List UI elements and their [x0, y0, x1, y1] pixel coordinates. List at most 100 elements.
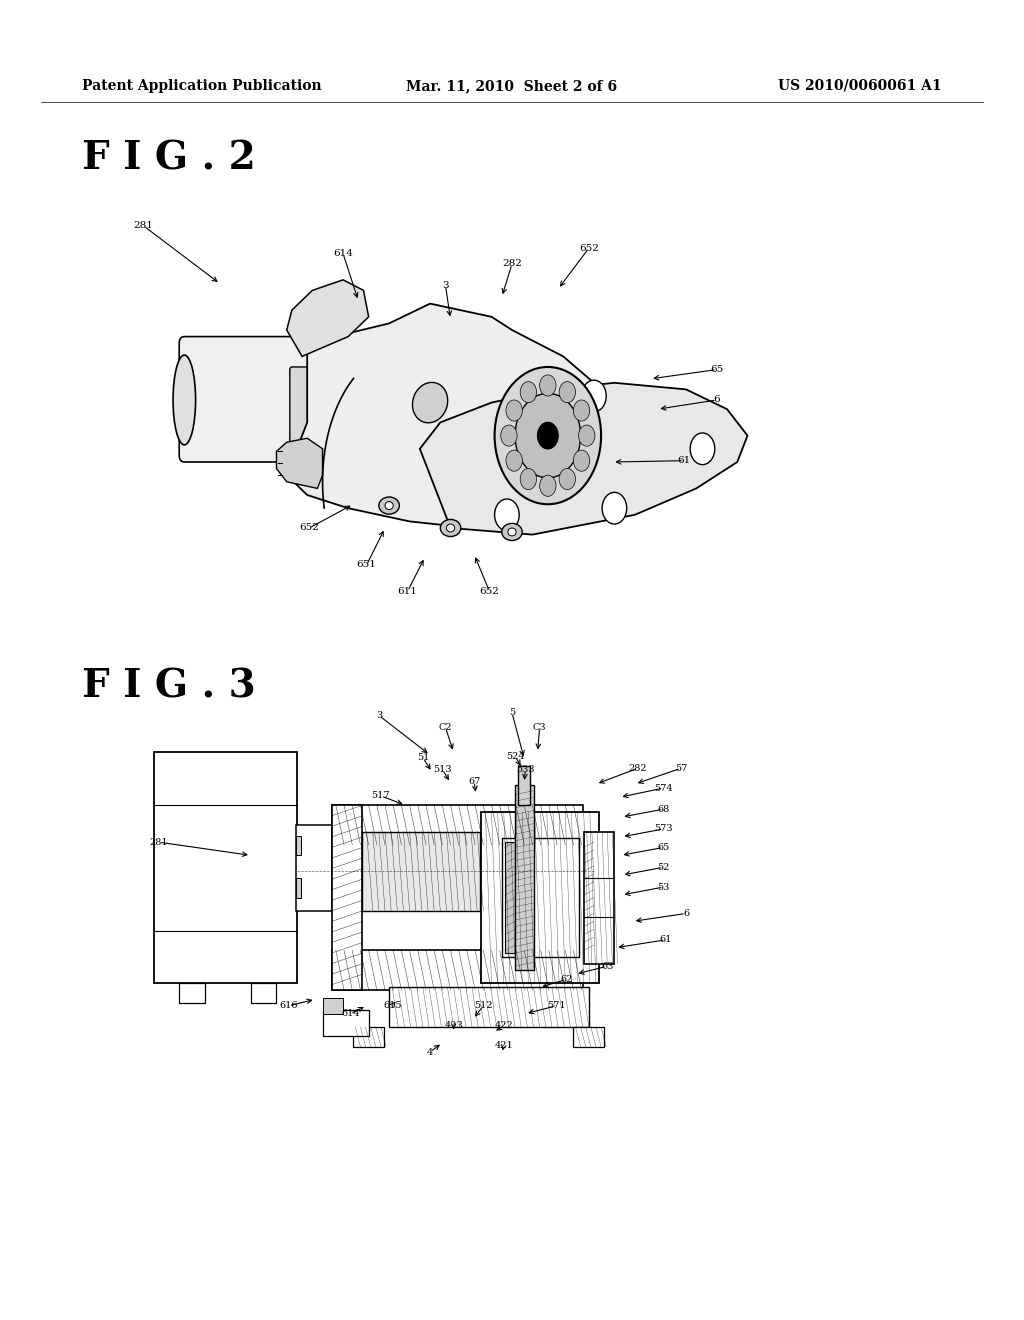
Ellipse shape	[173, 355, 196, 445]
Circle shape	[573, 400, 590, 421]
FancyBboxPatch shape	[296, 878, 301, 898]
Text: 63: 63	[601, 962, 613, 970]
Circle shape	[540, 475, 556, 496]
Text: 574: 574	[654, 784, 673, 792]
Ellipse shape	[379, 498, 399, 515]
Circle shape	[538, 422, 558, 449]
Text: 3: 3	[442, 281, 449, 289]
FancyBboxPatch shape	[502, 838, 579, 957]
FancyBboxPatch shape	[296, 836, 301, 855]
Ellipse shape	[385, 502, 393, 510]
Text: 61: 61	[659, 936, 672, 944]
Circle shape	[515, 393, 581, 478]
Text: 52: 52	[657, 863, 670, 871]
Circle shape	[559, 469, 575, 490]
FancyBboxPatch shape	[584, 832, 614, 964]
Text: 614: 614	[341, 1010, 359, 1018]
Polygon shape	[420, 383, 748, 535]
Text: 423: 423	[444, 1022, 463, 1030]
Text: 51: 51	[417, 754, 429, 762]
Circle shape	[520, 469, 537, 490]
Circle shape	[573, 450, 590, 471]
Circle shape	[559, 381, 575, 403]
Circle shape	[506, 400, 522, 421]
Text: 282: 282	[629, 764, 647, 772]
Text: 65: 65	[657, 843, 670, 851]
FancyBboxPatch shape	[481, 812, 599, 983]
Circle shape	[690, 433, 715, 465]
Text: C2: C2	[438, 723, 453, 731]
Text: 614: 614	[333, 249, 353, 257]
FancyBboxPatch shape	[323, 1010, 369, 1036]
FancyBboxPatch shape	[154, 752, 297, 983]
Text: 517: 517	[372, 792, 390, 800]
Text: 652: 652	[579, 244, 599, 252]
Text: 65: 65	[711, 366, 723, 374]
Text: 281: 281	[150, 838, 168, 846]
Circle shape	[506, 450, 522, 471]
Text: 571: 571	[547, 1002, 565, 1010]
Ellipse shape	[413, 383, 447, 422]
FancyBboxPatch shape	[389, 987, 589, 1027]
FancyBboxPatch shape	[296, 825, 332, 911]
Text: 616: 616	[280, 1002, 298, 1010]
Text: 67: 67	[468, 777, 480, 785]
FancyBboxPatch shape	[251, 983, 276, 1003]
Text: 652: 652	[479, 587, 500, 595]
Text: Mar. 11, 2010  Sheet 2 of 6: Mar. 11, 2010 Sheet 2 of 6	[407, 79, 617, 92]
Text: 53: 53	[657, 883, 670, 891]
Text: US 2010/0060061 A1: US 2010/0060061 A1	[778, 79, 942, 92]
Polygon shape	[276, 438, 323, 488]
Text: 281: 281	[133, 222, 154, 230]
Circle shape	[602, 492, 627, 524]
Text: 513: 513	[433, 766, 452, 774]
Text: 61: 61	[678, 457, 690, 465]
Text: 524: 524	[506, 752, 524, 760]
Ellipse shape	[440, 519, 461, 537]
Circle shape	[495, 499, 519, 531]
Circle shape	[501, 425, 517, 446]
Text: 282: 282	[502, 260, 522, 268]
Text: 533: 533	[516, 766, 535, 774]
Text: F I G . 3: F I G . 3	[82, 668, 256, 705]
Text: 611: 611	[397, 587, 418, 595]
FancyBboxPatch shape	[584, 842, 594, 953]
Text: 68: 68	[657, 805, 670, 813]
FancyBboxPatch shape	[290, 367, 319, 451]
Text: Patent Application Publication: Patent Application Publication	[82, 79, 322, 92]
Text: 615: 615	[383, 1002, 401, 1010]
Text: 4: 4	[427, 1048, 433, 1056]
FancyBboxPatch shape	[179, 983, 205, 1003]
FancyBboxPatch shape	[362, 832, 480, 911]
FancyBboxPatch shape	[573, 1027, 604, 1047]
Circle shape	[540, 375, 556, 396]
Polygon shape	[287, 280, 369, 356]
FancyBboxPatch shape	[332, 950, 583, 990]
FancyBboxPatch shape	[323, 998, 343, 1014]
Ellipse shape	[508, 528, 516, 536]
Text: F I G . 2: F I G . 2	[82, 140, 256, 177]
Text: C3: C3	[532, 723, 547, 731]
Text: 5: 5	[509, 709, 515, 717]
Circle shape	[495, 367, 601, 504]
Circle shape	[582, 380, 606, 412]
FancyBboxPatch shape	[505, 842, 515, 953]
Polygon shape	[287, 304, 655, 528]
FancyBboxPatch shape	[179, 337, 312, 462]
Text: 651: 651	[356, 561, 377, 569]
Text: 573: 573	[654, 825, 673, 833]
Text: 62: 62	[560, 975, 572, 983]
Ellipse shape	[502, 523, 522, 541]
FancyBboxPatch shape	[332, 805, 362, 990]
Ellipse shape	[446, 524, 455, 532]
FancyBboxPatch shape	[518, 766, 530, 805]
Text: 512: 512	[474, 1002, 493, 1010]
Text: 421: 421	[495, 1041, 513, 1049]
Text: 422: 422	[495, 1022, 513, 1030]
Text: 652: 652	[299, 524, 319, 532]
FancyBboxPatch shape	[332, 805, 583, 845]
Circle shape	[579, 425, 595, 446]
FancyBboxPatch shape	[515, 785, 534, 970]
Circle shape	[520, 381, 537, 403]
Text: 6: 6	[683, 909, 689, 917]
